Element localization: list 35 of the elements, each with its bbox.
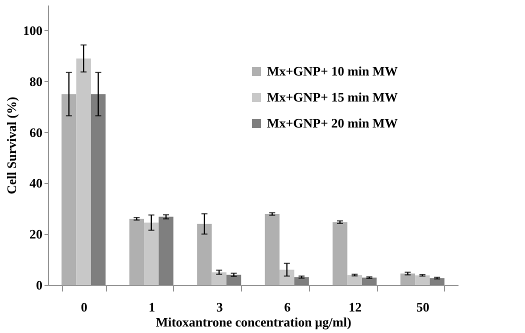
bar <box>347 275 362 285</box>
y-tick-label: 80 <box>30 74 42 89</box>
bar <box>294 277 309 285</box>
bar <box>212 272 226 285</box>
bar <box>76 58 91 285</box>
legend-label: Mx+GNP+ 15 min MW <box>267 90 398 104</box>
y-tick-label: 100 <box>23 22 42 38</box>
bar <box>158 216 174 285</box>
bar <box>332 222 348 285</box>
x-tick-label: 0 <box>80 300 88 314</box>
bar <box>129 218 144 285</box>
bar <box>226 274 242 285</box>
bar <box>62 94 76 285</box>
bar <box>430 278 444 285</box>
x-tick-label: 12 <box>348 300 362 314</box>
bar <box>400 274 416 285</box>
x-tick-label: 3 <box>216 300 224 314</box>
bar <box>362 278 377 285</box>
bar <box>90 94 106 285</box>
y-tick-label: 0 <box>36 278 42 292</box>
x-axis-title: Mitoxantrone concentration μg/ml) <box>156 314 352 330</box>
legend-label: Mx+GNP+ 20 min MW <box>267 116 398 130</box>
x-tick-label: 1 <box>148 300 156 314</box>
bar <box>415 275 430 285</box>
bar <box>280 270 294 285</box>
bar <box>144 222 159 285</box>
y-tick-label: 60 <box>30 124 42 140</box>
x-tick-label: 6 <box>284 300 292 314</box>
y-axis-title: Cell Survival (%) <box>4 96 19 194</box>
bar <box>197 224 212 285</box>
bar <box>264 214 280 285</box>
y-tick-label: 40 <box>30 176 42 191</box>
x-tick-label: 50 <box>416 300 430 314</box>
y-tick-label: 20 <box>30 226 42 242</box>
legend-label: Mx+GNP+ 10 min MW <box>267 64 398 78</box>
